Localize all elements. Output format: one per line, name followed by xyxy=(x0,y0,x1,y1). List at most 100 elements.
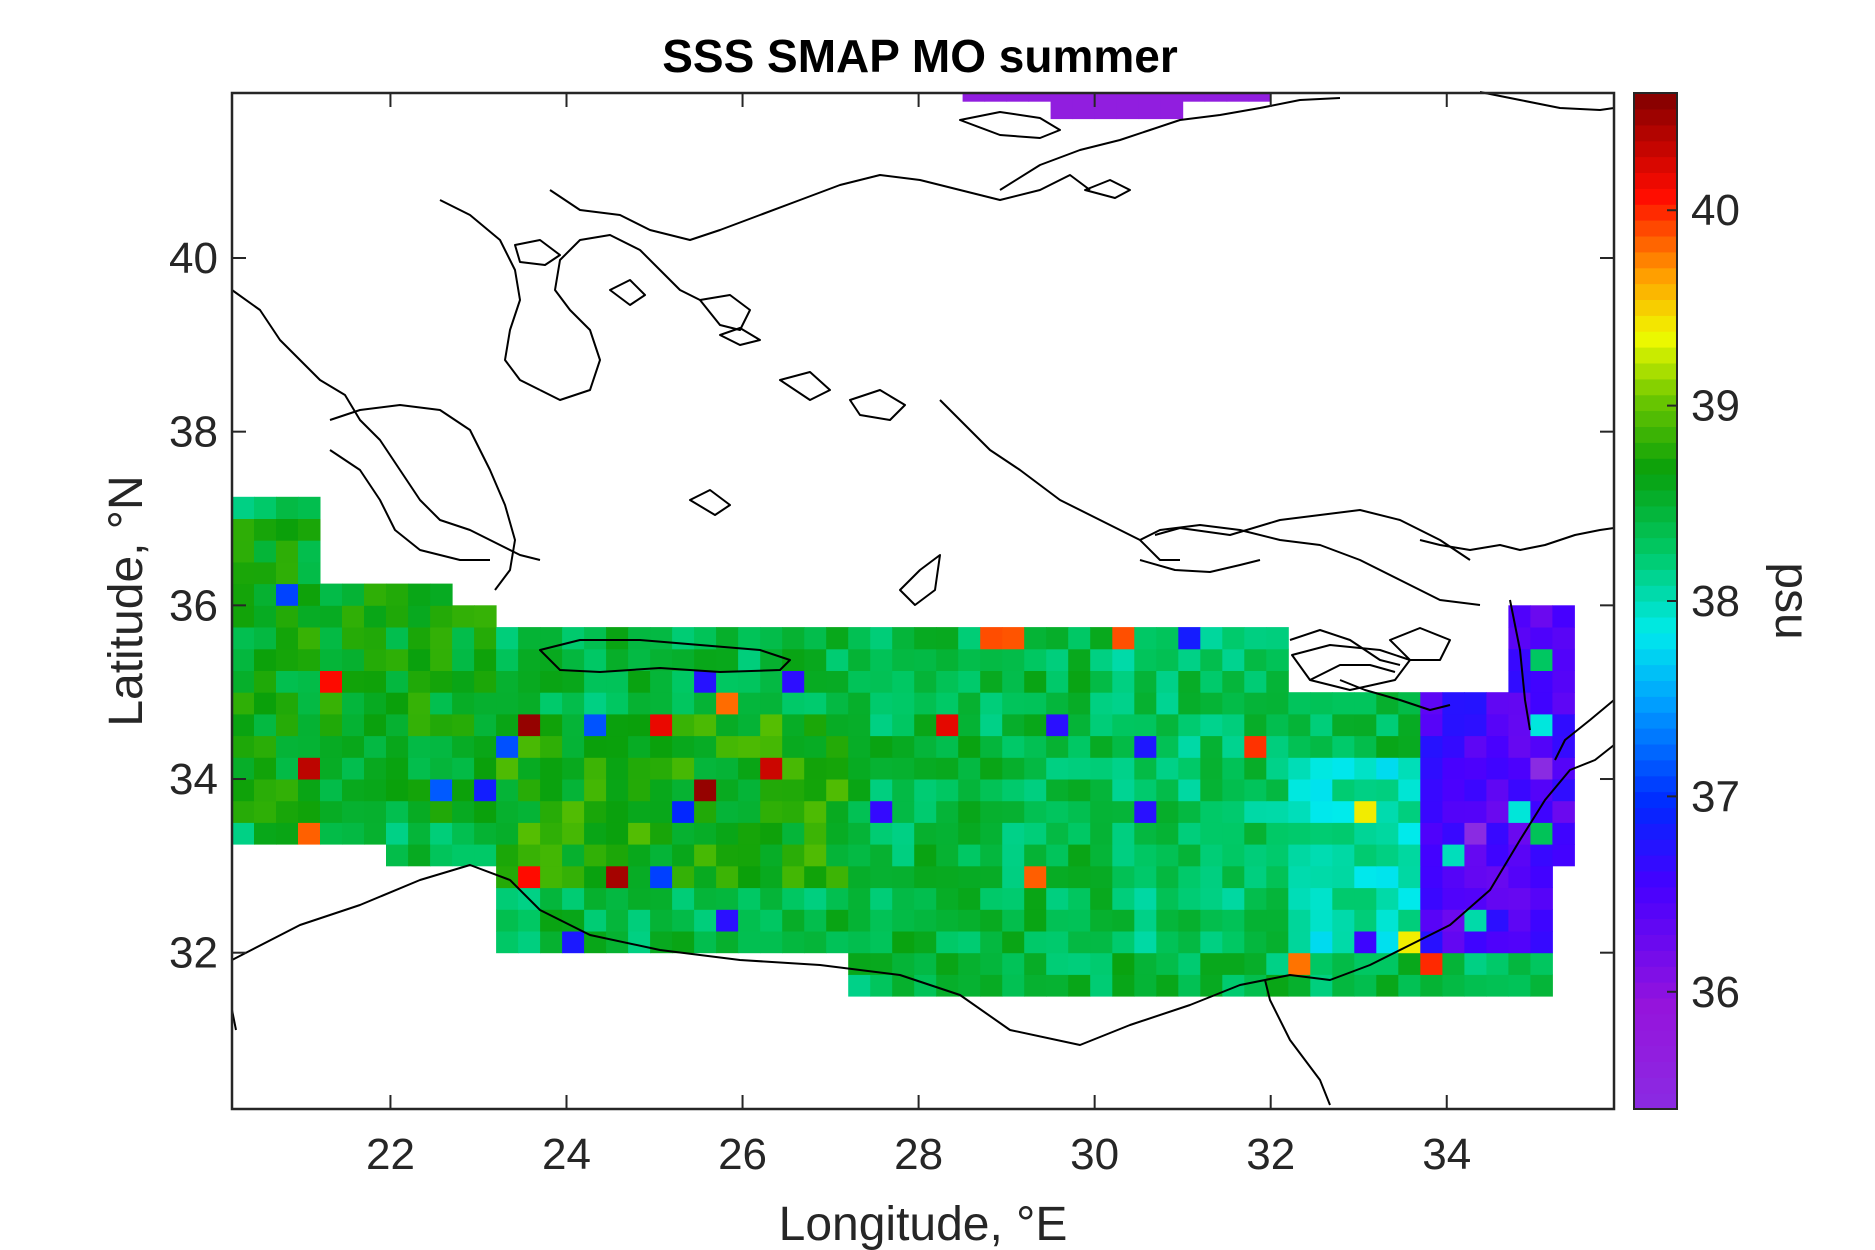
salinity-cell xyxy=(1002,627,1025,650)
salinity-cell xyxy=(1200,692,1223,715)
salinity-cell xyxy=(1002,735,1025,758)
salinity-cell xyxy=(1160,93,1184,120)
salinity-cell xyxy=(1354,735,1377,758)
salinity-cell xyxy=(1420,779,1443,802)
salinity-cell xyxy=(474,627,497,650)
salinity-cell xyxy=(892,735,915,758)
salinity-cell xyxy=(694,844,717,867)
salinity-cell xyxy=(804,648,827,671)
colorbar-band xyxy=(1634,791,1677,808)
salinity-cell xyxy=(298,757,321,780)
colorbar-band xyxy=(1634,728,1677,745)
salinity-cell xyxy=(914,648,937,671)
salinity-cell xyxy=(1046,974,1069,997)
salinity-cell xyxy=(650,648,673,671)
salinity-cell xyxy=(1464,800,1487,823)
salinity-cell xyxy=(1464,931,1487,954)
salinity-cell xyxy=(1266,887,1289,910)
salinity-cell xyxy=(496,887,519,910)
salinity-cell xyxy=(1398,735,1421,758)
salinity-cell xyxy=(1398,757,1421,780)
salinity-cell xyxy=(386,692,409,715)
salinity-cell xyxy=(958,757,981,780)
salinity-cell xyxy=(1420,952,1443,975)
salinity-cell xyxy=(1508,648,1531,671)
colorbar-band xyxy=(1634,1029,1677,1047)
salinity-cell xyxy=(276,518,299,541)
colorbar-band xyxy=(1634,1013,1677,1031)
salinity-cell xyxy=(1156,670,1179,693)
salinity-cell xyxy=(364,583,387,606)
salinity-cell xyxy=(1508,822,1531,845)
salinity-cell xyxy=(518,713,541,737)
salinity-cell xyxy=(474,800,497,823)
salinity-cell xyxy=(650,865,673,889)
salinity-cell xyxy=(562,670,585,693)
salinity-cell xyxy=(716,909,739,932)
salinity-cell xyxy=(1134,887,1157,910)
salinity-cell xyxy=(452,757,475,780)
colorbar-band xyxy=(1634,712,1677,729)
colorbar-band xyxy=(1634,299,1677,316)
salinity-cell xyxy=(980,779,1003,802)
salinity-cell xyxy=(298,518,321,541)
salinity-cell xyxy=(628,779,651,802)
salinity-cell xyxy=(782,822,805,845)
salinity-cell xyxy=(232,648,255,671)
salinity-cell xyxy=(650,692,673,715)
salinity-cell xyxy=(606,735,629,758)
salinity-cell xyxy=(320,670,343,693)
salinity-cell xyxy=(1068,648,1091,671)
salinity-cell xyxy=(276,735,299,758)
salinity-cell xyxy=(870,648,893,671)
salinity-cell xyxy=(298,670,321,693)
salinity-cell xyxy=(320,605,343,628)
salinity-cell xyxy=(1002,887,1025,910)
salinity-cell xyxy=(650,887,673,910)
salinity-cell xyxy=(738,931,761,954)
colorbar-tick-label: 40 xyxy=(1691,186,1740,235)
salinity-cell xyxy=(1420,757,1443,780)
salinity-cell xyxy=(1464,887,1487,910)
salinity-cell xyxy=(1310,952,1333,975)
salinity-cell xyxy=(232,822,255,845)
salinity-cell xyxy=(1508,909,1531,932)
salinity-cell xyxy=(672,887,695,910)
salinity-cell xyxy=(540,670,563,693)
salinity-cell xyxy=(1068,800,1091,823)
salinity-cell xyxy=(1530,779,1553,802)
salinity-cell xyxy=(1112,648,1135,671)
salinity-cell xyxy=(892,822,915,845)
salinity-cell xyxy=(804,800,827,823)
salinity-cell xyxy=(892,865,915,889)
salinity-cell xyxy=(826,931,849,954)
salinity-cell xyxy=(672,931,695,954)
salinity-cell xyxy=(804,713,827,737)
salinity-cell xyxy=(1156,931,1179,954)
salinity-cell xyxy=(1134,800,1157,823)
salinity-cell xyxy=(848,757,871,780)
salinity-cell xyxy=(716,844,739,867)
salinity-cell xyxy=(1156,735,1179,758)
salinity-cell xyxy=(1156,627,1179,650)
colorbar-band xyxy=(1634,172,1677,189)
salinity-cell xyxy=(584,757,607,780)
salinity-cell xyxy=(914,779,937,802)
salinity-cell xyxy=(342,822,365,845)
colorbar-band xyxy=(1634,378,1677,396)
salinity-cell xyxy=(430,605,453,628)
salinity-cell xyxy=(870,627,893,650)
salinity-cell xyxy=(1112,670,1135,693)
salinity-cell xyxy=(562,627,585,650)
salinity-cell xyxy=(1442,800,1465,823)
salinity-cell xyxy=(628,822,651,845)
salinity-cell xyxy=(1068,865,1091,889)
salinity-cell xyxy=(1376,931,1399,954)
salinity-cell xyxy=(1046,735,1069,758)
salinity-cell xyxy=(694,865,717,889)
salinity-cell xyxy=(1002,844,1025,867)
salinity-cell xyxy=(958,887,981,910)
salinity-cell xyxy=(1486,735,1509,758)
salinity-cell xyxy=(408,583,431,606)
salinity-cell xyxy=(848,974,871,997)
